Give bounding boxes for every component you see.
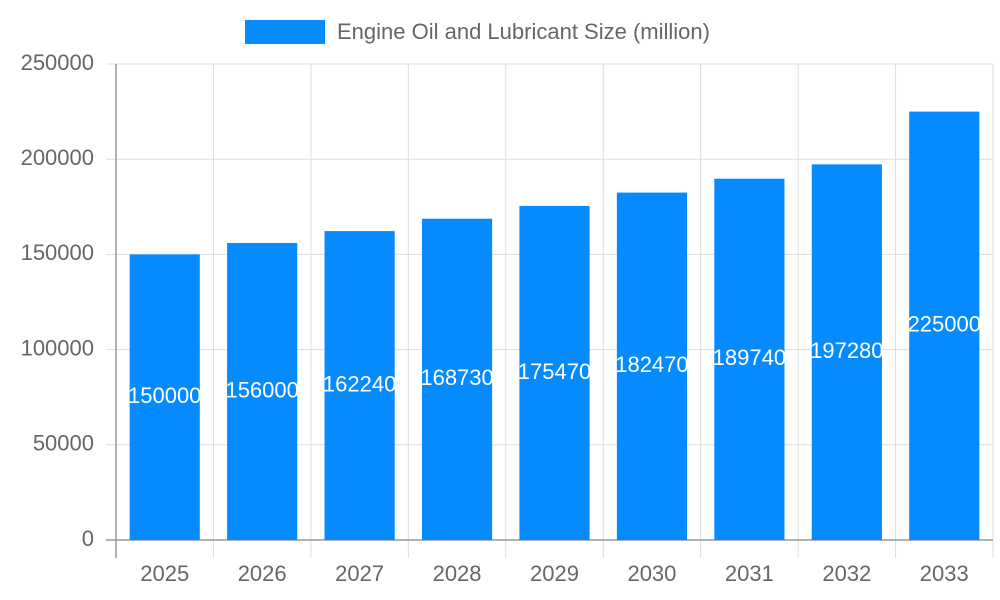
- x-tick-label: 2033: [920, 561, 969, 586]
- bar: [421, 218, 493, 540]
- x-tick-label: 2029: [530, 561, 579, 586]
- y-tick-label: 50000: [33, 431, 94, 456]
- bar: [227, 242, 298, 540]
- x-tick-label: 2026: [238, 561, 287, 586]
- data-label: 182470: [615, 352, 688, 377]
- data-label: 168730: [420, 365, 493, 390]
- bar: [714, 178, 785, 540]
- bar: [129, 254, 200, 540]
- data-label: 197280: [810, 338, 883, 363]
- y-tick-label: 250000: [21, 50, 94, 75]
- bar: [324, 231, 395, 541]
- y-tick-label: 200000: [21, 145, 94, 170]
- y-tick-label: 0: [82, 526, 94, 551]
- x-tick-label: 2028: [433, 561, 482, 586]
- legend-label: Engine Oil and Lubricant Size (million): [337, 19, 710, 44]
- bar: [616, 192, 688, 540]
- data-label: 225000: [908, 312, 981, 337]
- data-label: 189740: [713, 345, 786, 370]
- legend: Engine Oil and Lubricant Size (million): [245, 19, 710, 44]
- data-label: 156000: [225, 377, 298, 402]
- data-label: 175470: [518, 359, 591, 384]
- x-tick-label: 2031: [725, 561, 774, 586]
- data-label: 150000: [128, 383, 201, 408]
- data-label: 162240: [323, 371, 396, 396]
- bar: [909, 111, 980, 540]
- x-tick-label: 2027: [335, 561, 384, 586]
- legend-swatch: [245, 20, 325, 44]
- bar: [811, 164, 882, 540]
- x-tick-label: 2032: [822, 561, 871, 586]
- bar: [519, 205, 590, 540]
- x-tick-label: 2030: [627, 561, 676, 586]
- y-tick-label: 150000: [21, 240, 94, 265]
- x-tick-label: 2025: [140, 561, 189, 586]
- y-tick-label: 100000: [21, 335, 94, 360]
